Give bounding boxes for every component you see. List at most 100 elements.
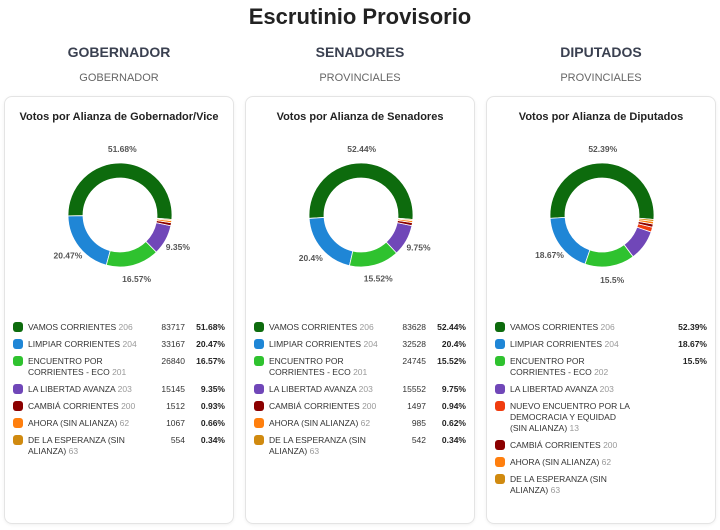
donut-chart: 52.39% 18.67% 15.5% <box>535 144 655 285</box>
donut-slice[interactable] <box>105 240 157 268</box>
legend-row[interactable]: LIMPIAR CORRIENTES 204 18.67% <box>495 336 707 353</box>
party-name: CAMBIÁ CORRIENTES <box>269 401 360 411</box>
legend-row[interactable]: CAMBIÁ CORRIENTES 200 1497 0.94% <box>254 398 466 415</box>
list-number: 200 <box>362 401 377 411</box>
legend-row[interactable]: AHORA (SIN ALIANZA) 62 <box>495 454 707 471</box>
party-label: VAMOS CORRIENTES 206 <box>269 322 390 333</box>
donut-slice[interactable] <box>584 244 634 268</box>
legend-row[interactable]: LA LIBERTAD AVANZA 203 15145 9.35% <box>13 381 225 398</box>
donut-slice[interactable] <box>156 217 173 222</box>
legend-row[interactable]: VAMOS CORRIENTES 206 83628 52.44% <box>254 319 466 336</box>
legend-row[interactable]: CAMBIÁ CORRIENTES 200 <box>495 437 707 454</box>
votes-count: 15552 <box>402 384 426 394</box>
party-name: LA LIBERTAD AVANZA <box>28 384 116 394</box>
party-label: ENCUENTRO POR CORRIENTES - ECO 202 <box>510 356 631 378</box>
party-label: LIMPIAR CORRIENTES 204 <box>510 339 631 350</box>
legend-row[interactable]: ENCUENTRO POR CORRIENTES - ECO 201 24745… <box>254 353 466 381</box>
party-name: ENCUENTRO POR CORRIENTES - ECO <box>28 356 110 377</box>
party-name: LA LIBERTAD AVANZA <box>269 384 357 394</box>
donut-slice[interactable] <box>397 217 414 222</box>
donut-slice[interactable] <box>549 162 655 220</box>
list-number: 200 <box>603 440 618 450</box>
party-name: DE LA ESPERANZA (SIN ALIANZA) <box>28 435 125 456</box>
list-number: 201 <box>112 367 127 377</box>
legend-row[interactable]: VAMOS CORRIENTES 206 83717 51.68% <box>13 319 225 336</box>
legend-row[interactable]: DE LA ESPERANZA (SIN ALIANZA) 63 <box>495 471 707 499</box>
legend-row[interactable]: ENCUENTRO POR CORRIENTES - ECO 202 15.5% <box>495 353 707 381</box>
legend-row[interactable]: VAMOS CORRIENTES 206 52.39% <box>495 319 707 336</box>
list-number: 204 <box>604 339 619 349</box>
legend-row[interactable]: CAMBIÁ CORRIENTES 200 1512 0.93% <box>13 398 225 415</box>
slice-label: 51.68% <box>108 144 137 154</box>
party-label: VAMOS CORRIENTES 206 <box>510 322 631 333</box>
donut-slice[interactable] <box>67 162 173 220</box>
results-card: Votos por Alianza de Senadores 52.44% 20.… <box>245 96 475 524</box>
vote-percentage: 51.68% <box>196 322 225 332</box>
party-name: AHORA (SIN ALIANZA) <box>510 457 600 467</box>
party-name: CAMBIÁ CORRIENTES <box>28 401 119 411</box>
party-name: ENCUENTRO POR CORRIENTES - ECO <box>510 356 592 377</box>
votes-count: 24745 <box>402 356 426 366</box>
party-label: LIMPIAR CORRIENTES 204 <box>269 339 390 350</box>
party-name: DE LA ESPERANZA (SIN ALIANZA) <box>269 435 366 456</box>
votes-count: 1067 <box>166 418 185 428</box>
color-swatch <box>495 457 505 467</box>
list-number: 62 <box>360 418 371 428</box>
list-number: 203 <box>117 384 132 394</box>
party-label: DE LA ESPERANZA (SIN ALIANZA) 63 <box>28 435 149 457</box>
legend-row[interactable]: ENCUENTRO POR CORRIENTES - ECO 201 26840… <box>13 353 225 381</box>
color-swatch <box>254 339 264 349</box>
party-name: LIMPIAR CORRIENTES <box>28 339 121 349</box>
legend-row[interactable]: LA LIBERTAD AVANZA 203 <box>495 381 707 398</box>
party-label: CAMBIÁ CORRIENTES 200 <box>269 401 390 412</box>
party-name: LA LIBERTAD AVANZA <box>510 384 598 394</box>
list-number: 206 <box>600 322 615 332</box>
card-title: Votos por Alianza de Diputados <box>518 111 684 123</box>
legend-row[interactable]: LIMPIAR CORRIENTES 204 32528 20.4% <box>254 336 466 353</box>
party-name: AHORA (SIN ALIANZA) <box>269 418 359 428</box>
legend-row[interactable]: AHORA (SIN ALIANZA) 62 985 0.62% <box>254 415 466 432</box>
party-label: AHORA (SIN ALIANZA) 62 <box>510 457 631 468</box>
legend-row[interactable]: LA LIBERTAD AVANZA 203 15552 9.75% <box>254 381 466 398</box>
vote-percentage: 52.44% <box>437 322 466 332</box>
votes-count: 32528 <box>402 339 426 349</box>
party-label: VAMOS CORRIENTES 206 <box>28 322 149 333</box>
color-swatch <box>254 384 264 394</box>
vote-percentage: 0.66% <box>200 418 225 428</box>
section-subheader: GOBERNADOR <box>79 72 159 84</box>
party-name: VAMOS CORRIENTES <box>510 322 599 332</box>
color-swatch <box>13 384 23 394</box>
list-number: 202 <box>594 367 609 377</box>
vote-percentage: 9.35% <box>200 384 225 394</box>
party-label: NUEVO ENCUENTRO POR LA DEMOCRACIA Y EQUI… <box>510 401 631 434</box>
legend-row[interactable]: NUEVO ENCUENTRO POR LA DEMOCRACIA Y EQUI… <box>495 398 707 437</box>
list-number: 62 <box>119 418 130 428</box>
votes-count: 83628 <box>402 322 426 332</box>
color-swatch <box>495 401 505 411</box>
party-label: LIMPIAR CORRIENTES 204 <box>28 339 149 350</box>
list-number: 203 <box>358 384 373 394</box>
party-name: AHORA (SIN ALIANZA) <box>28 418 118 428</box>
slice-label: 18.67% <box>535 250 564 260</box>
votes-count: 554 <box>170 435 185 445</box>
legend-row[interactable]: LIMPIAR CORRIENTES 204 33167 20.47% <box>13 336 225 353</box>
donut-slice[interactable] <box>638 217 655 222</box>
party-label: LA LIBERTAD AVANZA 203 <box>28 384 149 395</box>
page-title: Escrutinio Provisorio <box>248 4 472 29</box>
vote-percentage: 0.34% <box>441 435 466 445</box>
party-name: CAMBIÁ CORRIENTES <box>510 440 601 450</box>
legend: VAMOS CORRIENTES 206 52.39% LIMPIAR CORR… <box>495 319 707 499</box>
list-number: 201 <box>353 367 368 377</box>
donut-slice[interactable] <box>308 162 414 220</box>
legend-row[interactable]: DE LA ESPERANZA (SIN ALIANZA) 63 542 0.3… <box>254 432 466 460</box>
party-label: ENCUENTRO POR CORRIENTES - ECO 201 <box>269 356 390 378</box>
legend-row[interactable]: DE LA ESPERANZA (SIN ALIANZA) 63 554 0.3… <box>13 432 225 460</box>
list-number: 63 <box>68 446 79 456</box>
column-diputados: DIPUTADOS PROVINCIALES Votos por Alianza… <box>486 0 716 530</box>
legend-row[interactable]: AHORA (SIN ALIANZA) 62 1067 0.66% <box>13 415 225 432</box>
vote-percentage: 15.5% <box>682 356 707 366</box>
vote-percentage: 16.57% <box>196 356 225 366</box>
color-swatch <box>254 322 264 332</box>
slice-label: 16.57% <box>122 274 151 284</box>
color-swatch <box>495 440 505 450</box>
